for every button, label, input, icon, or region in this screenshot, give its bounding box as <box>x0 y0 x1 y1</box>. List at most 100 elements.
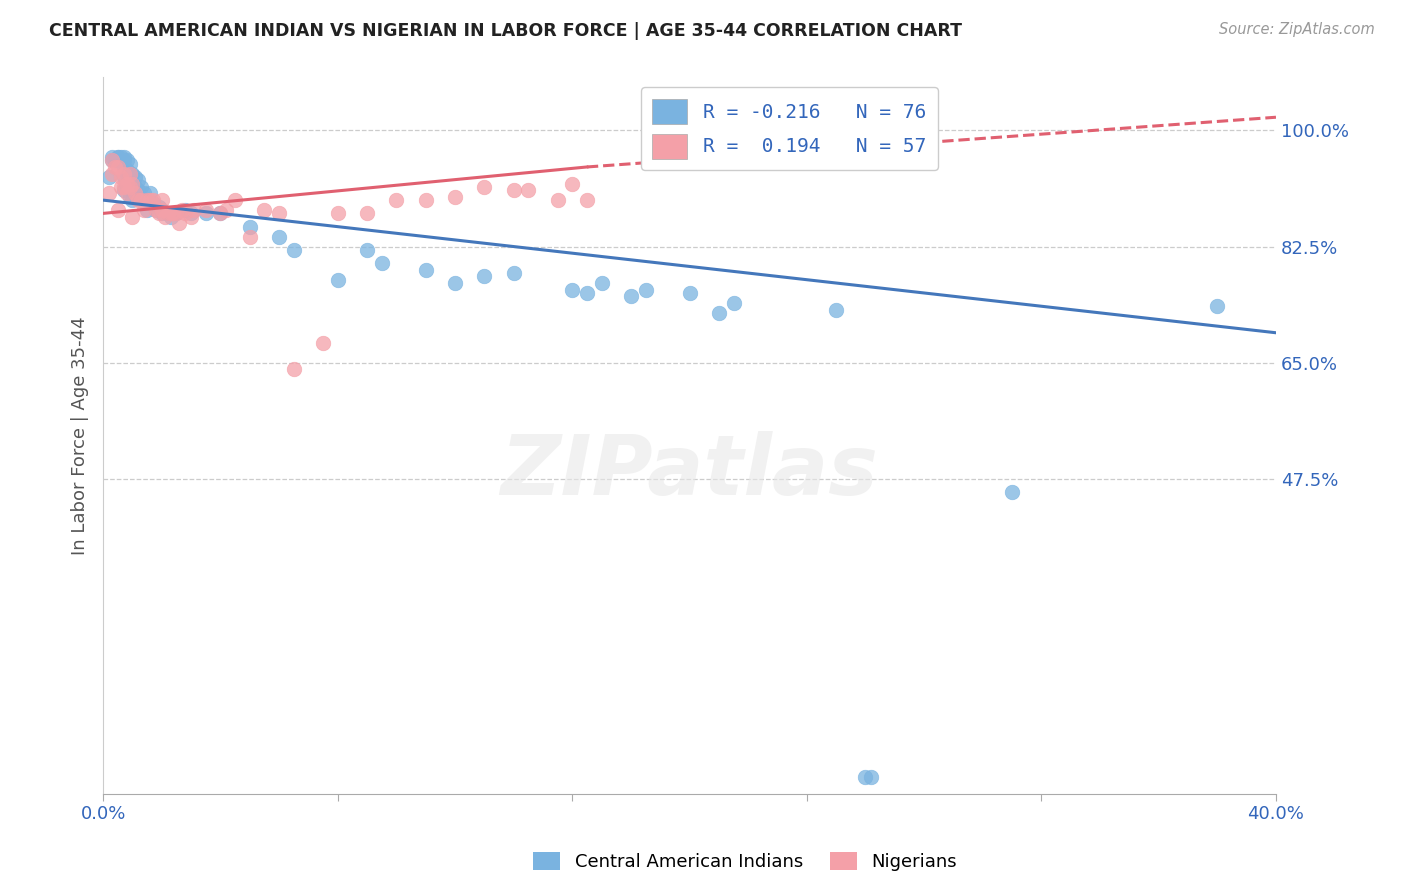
Point <box>124 169 146 184</box>
Point <box>502 183 524 197</box>
Point <box>150 206 173 220</box>
Point <box>104 153 127 168</box>
Point <box>723 296 745 310</box>
Point <box>150 203 173 218</box>
Point <box>159 206 181 220</box>
Point <box>707 306 730 320</box>
Point <box>174 206 197 220</box>
Point <box>115 177 138 191</box>
Point <box>561 177 583 191</box>
Point <box>139 193 162 207</box>
Point <box>1001 484 1024 499</box>
Point <box>139 196 162 211</box>
Point <box>165 206 187 220</box>
Point <box>239 219 262 234</box>
Point <box>107 203 129 218</box>
Point <box>472 269 495 284</box>
Point <box>183 203 205 218</box>
Point <box>121 167 143 181</box>
Point <box>115 167 138 181</box>
Point <box>134 203 156 218</box>
Point <box>121 177 143 191</box>
Point <box>370 256 392 270</box>
Point <box>112 167 135 181</box>
Point <box>107 150 129 164</box>
Point <box>134 193 156 207</box>
Point <box>283 243 305 257</box>
Point <box>860 770 883 784</box>
Point <box>98 169 121 184</box>
Point <box>118 167 141 181</box>
Point <box>547 193 569 207</box>
Point <box>110 169 132 184</box>
Point <box>124 186 146 201</box>
Point <box>118 167 141 181</box>
Point <box>678 285 700 300</box>
Text: CENTRAL AMERICAN INDIAN VS NIGERIAN IN LABOR FORCE | AGE 35-44 CORRELATION CHART: CENTRAL AMERICAN INDIAN VS NIGERIAN IN L… <box>49 22 962 40</box>
Point <box>575 193 598 207</box>
Point <box>121 210 143 224</box>
Point <box>129 190 152 204</box>
Point <box>110 153 132 168</box>
Point <box>139 186 162 201</box>
Legend: Central American Indians, Nigerians: Central American Indians, Nigerians <box>526 845 965 879</box>
Point <box>165 206 187 220</box>
Point <box>101 153 124 168</box>
Point <box>107 153 129 168</box>
Point <box>112 179 135 194</box>
Point <box>444 276 467 290</box>
Point <box>634 283 657 297</box>
Point <box>159 210 181 224</box>
Point <box>267 206 290 220</box>
Text: Source: ZipAtlas.com: Source: ZipAtlas.com <box>1219 22 1375 37</box>
Point <box>620 289 643 303</box>
Point <box>129 179 152 194</box>
Point <box>142 193 165 207</box>
Point <box>215 203 238 218</box>
Point <box>136 203 159 218</box>
Legend: R = -0.216   N = 76, R =  0.194   N = 57: R = -0.216 N = 76, R = 0.194 N = 57 <box>641 87 938 170</box>
Point <box>267 229 290 244</box>
Point <box>209 206 232 220</box>
Point <box>129 193 152 207</box>
Text: ZIPatlas: ZIPatlas <box>501 431 879 512</box>
Point <box>107 153 129 168</box>
Point <box>115 186 138 201</box>
Point <box>118 179 141 194</box>
Point <box>825 302 848 317</box>
Point <box>180 210 202 224</box>
Point <box>162 206 184 220</box>
Point <box>172 203 194 218</box>
Point <box>104 153 127 168</box>
Point <box>118 156 141 170</box>
Point <box>142 196 165 211</box>
Point <box>145 203 167 218</box>
Point <box>148 206 170 220</box>
Point <box>112 160 135 174</box>
Point <box>110 153 132 168</box>
Point <box>239 229 262 244</box>
Point <box>174 203 197 218</box>
Point <box>591 276 613 290</box>
Point <box>98 186 121 201</box>
Point <box>115 163 138 178</box>
Point <box>194 203 217 218</box>
Point <box>110 150 132 164</box>
Point <box>169 216 191 230</box>
Point <box>156 206 179 220</box>
Point <box>112 183 135 197</box>
Point <box>283 362 305 376</box>
Point <box>127 173 149 187</box>
Point <box>502 266 524 280</box>
Point <box>121 193 143 207</box>
Point <box>356 243 378 257</box>
Point <box>115 177 138 191</box>
Point <box>253 203 276 218</box>
Point <box>180 206 202 220</box>
Point <box>156 206 179 220</box>
Point <box>385 193 408 207</box>
Point <box>326 206 349 220</box>
Point <box>112 150 135 164</box>
Point <box>107 153 129 168</box>
Point <box>110 179 132 194</box>
